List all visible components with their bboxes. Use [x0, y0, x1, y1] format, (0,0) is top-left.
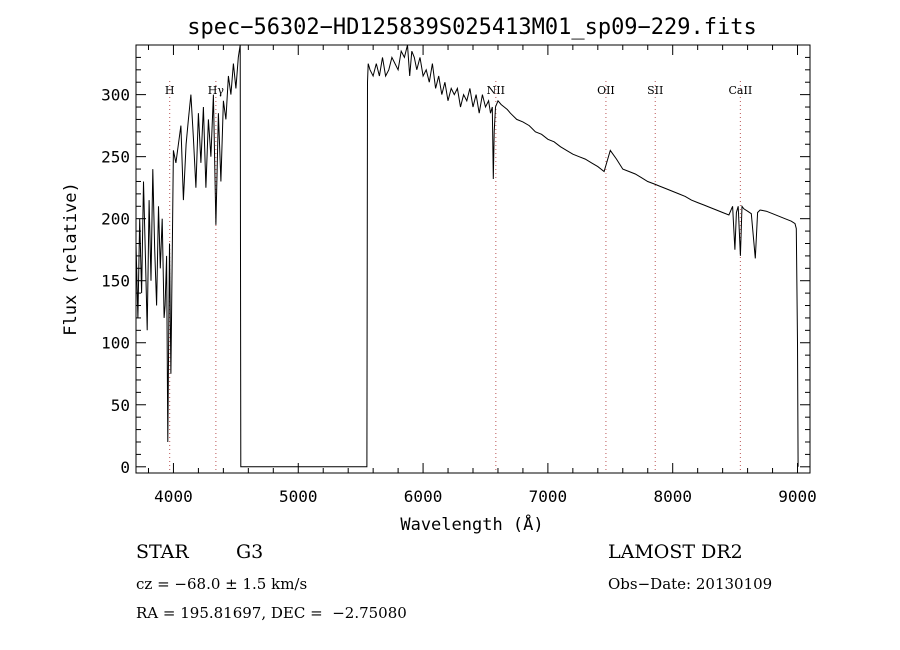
- survey-name: LAMOST DR2: [608, 541, 743, 563]
- chart-title: spec−56302−HD125839S025413M01_sp09−229.f…: [187, 15, 757, 40]
- y-tick-label: 200: [101, 210, 130, 229]
- plot-frame: [135, 44, 811, 474]
- y-tick-label: 50: [111, 396, 130, 415]
- x-tick-label: 9000: [778, 487, 817, 506]
- line-marker-label: CaII: [729, 84, 753, 97]
- y-tick-label: 150: [101, 272, 130, 291]
- line-marker-label: Hγ: [208, 84, 225, 97]
- object-subclass: G3: [236, 541, 264, 563]
- x-tick-label: 7000: [529, 487, 568, 506]
- coordinates: RA = 195.81697, DEC = −2.75080: [136, 604, 407, 622]
- object-class: STAR: [136, 541, 189, 563]
- spectrum-line: [135, 44, 799, 468]
- x-tick-label: 6000: [404, 487, 443, 506]
- y-axis-label: Flux (relative): [61, 182, 81, 336]
- x-tick-label: 8000: [653, 487, 692, 506]
- redshift-readout: cz = −68.0 ± 1.5 km/s: [136, 575, 308, 593]
- line-marker-label: OII: [597, 84, 615, 97]
- line-marker-label: NII: [487, 84, 505, 97]
- line-marker-label: H: [165, 84, 175, 97]
- y-tick-label: 250: [101, 148, 130, 167]
- line-marker-label: SII: [647, 84, 663, 97]
- y-tick-label: 300: [101, 86, 130, 105]
- obs-date: Obs−Date: 20130109: [608, 575, 773, 593]
- x-tick-label: 5000: [279, 487, 318, 506]
- y-tick-label: 0: [120, 458, 130, 477]
- y-tick-label: 100: [101, 334, 130, 353]
- x-tick-label: 4000: [154, 487, 193, 506]
- x-axis-label: Wavelength (Å): [400, 513, 543, 535]
